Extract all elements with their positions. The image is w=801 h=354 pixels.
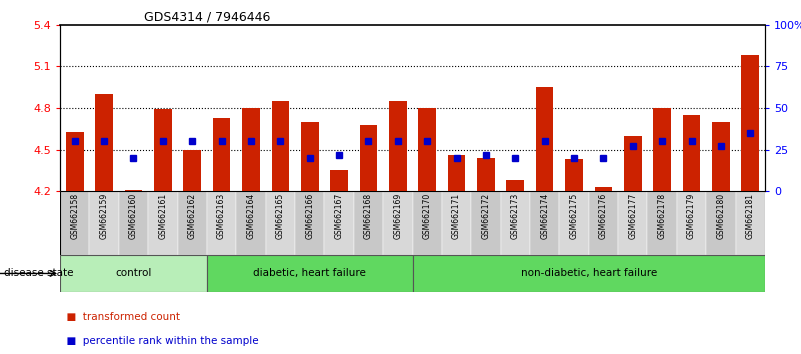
Bar xyxy=(148,191,178,255)
Text: GSM662163: GSM662163 xyxy=(217,193,226,239)
Text: GSM662178: GSM662178 xyxy=(658,193,666,239)
Bar xyxy=(594,187,612,191)
Bar xyxy=(647,191,677,255)
Text: GSM662172: GSM662172 xyxy=(481,193,490,239)
Text: GSM662180: GSM662180 xyxy=(716,193,726,239)
Bar xyxy=(442,191,471,255)
Bar xyxy=(236,191,266,255)
Bar xyxy=(501,191,530,255)
Bar xyxy=(677,191,706,255)
Bar xyxy=(735,191,765,255)
Text: non-diabetic, heart failure: non-diabetic, heart failure xyxy=(521,268,657,279)
Text: GSM662161: GSM662161 xyxy=(159,193,167,239)
Bar xyxy=(589,191,618,255)
Bar xyxy=(682,115,700,191)
Bar xyxy=(213,118,231,191)
Bar xyxy=(706,191,735,255)
Text: GSM662181: GSM662181 xyxy=(746,193,755,239)
Bar xyxy=(559,191,589,255)
Bar xyxy=(242,108,260,191)
Bar xyxy=(295,191,324,255)
Bar xyxy=(60,191,90,255)
Text: GSM662171: GSM662171 xyxy=(452,193,461,239)
Bar xyxy=(119,191,148,255)
Text: GSM662176: GSM662176 xyxy=(599,193,608,239)
Bar xyxy=(183,149,201,191)
Text: GSM662165: GSM662165 xyxy=(276,193,285,239)
Bar xyxy=(383,191,413,255)
Bar xyxy=(360,125,377,191)
Text: GSM662174: GSM662174 xyxy=(540,193,549,239)
Bar xyxy=(536,87,553,191)
Bar xyxy=(477,158,495,191)
Text: GSM662159: GSM662159 xyxy=(99,193,109,239)
Text: GSM662160: GSM662160 xyxy=(129,193,138,239)
Bar xyxy=(154,109,171,191)
Text: GSM662170: GSM662170 xyxy=(423,193,432,239)
Bar xyxy=(207,255,413,292)
Bar xyxy=(354,191,383,255)
Bar xyxy=(301,122,319,191)
Bar xyxy=(506,180,524,191)
Bar xyxy=(448,155,465,191)
Text: GSM662158: GSM662158 xyxy=(70,193,79,239)
Bar xyxy=(471,191,501,255)
Text: GSM662177: GSM662177 xyxy=(628,193,638,239)
Bar xyxy=(60,255,207,292)
Text: GSM662164: GSM662164 xyxy=(247,193,256,239)
Bar xyxy=(418,108,436,191)
Bar xyxy=(712,122,730,191)
Text: disease state: disease state xyxy=(4,268,74,279)
Text: GSM662168: GSM662168 xyxy=(364,193,373,239)
Bar xyxy=(389,101,407,191)
Bar xyxy=(125,190,143,191)
Text: GSM662166: GSM662166 xyxy=(305,193,314,239)
Bar xyxy=(66,132,83,191)
Text: GSM662169: GSM662169 xyxy=(393,193,402,239)
Text: GSM662162: GSM662162 xyxy=(187,193,197,239)
Bar xyxy=(742,55,759,191)
Text: diabetic, heart failure: diabetic, heart failure xyxy=(253,268,366,279)
Bar xyxy=(413,191,442,255)
Bar xyxy=(272,101,289,191)
Bar xyxy=(90,191,119,255)
Text: GSM662179: GSM662179 xyxy=(687,193,696,239)
Bar xyxy=(530,191,559,255)
Text: ■  transformed count: ■ transformed count xyxy=(60,312,180,321)
Text: GSM662175: GSM662175 xyxy=(570,193,578,239)
Bar xyxy=(324,191,354,255)
Text: GDS4314 / 7946446: GDS4314 / 7946446 xyxy=(144,11,271,24)
Bar xyxy=(95,94,113,191)
Bar xyxy=(566,159,583,191)
Text: GSM662173: GSM662173 xyxy=(511,193,520,239)
Text: ■  percentile rank within the sample: ■ percentile rank within the sample xyxy=(60,336,259,346)
Bar xyxy=(266,191,295,255)
Bar xyxy=(207,191,236,255)
Text: control: control xyxy=(115,268,151,279)
Bar xyxy=(178,191,207,255)
Bar xyxy=(624,136,642,191)
Text: GSM662167: GSM662167 xyxy=(335,193,344,239)
Bar xyxy=(654,108,671,191)
Bar xyxy=(413,255,765,292)
Bar xyxy=(618,191,647,255)
Bar xyxy=(330,170,348,191)
